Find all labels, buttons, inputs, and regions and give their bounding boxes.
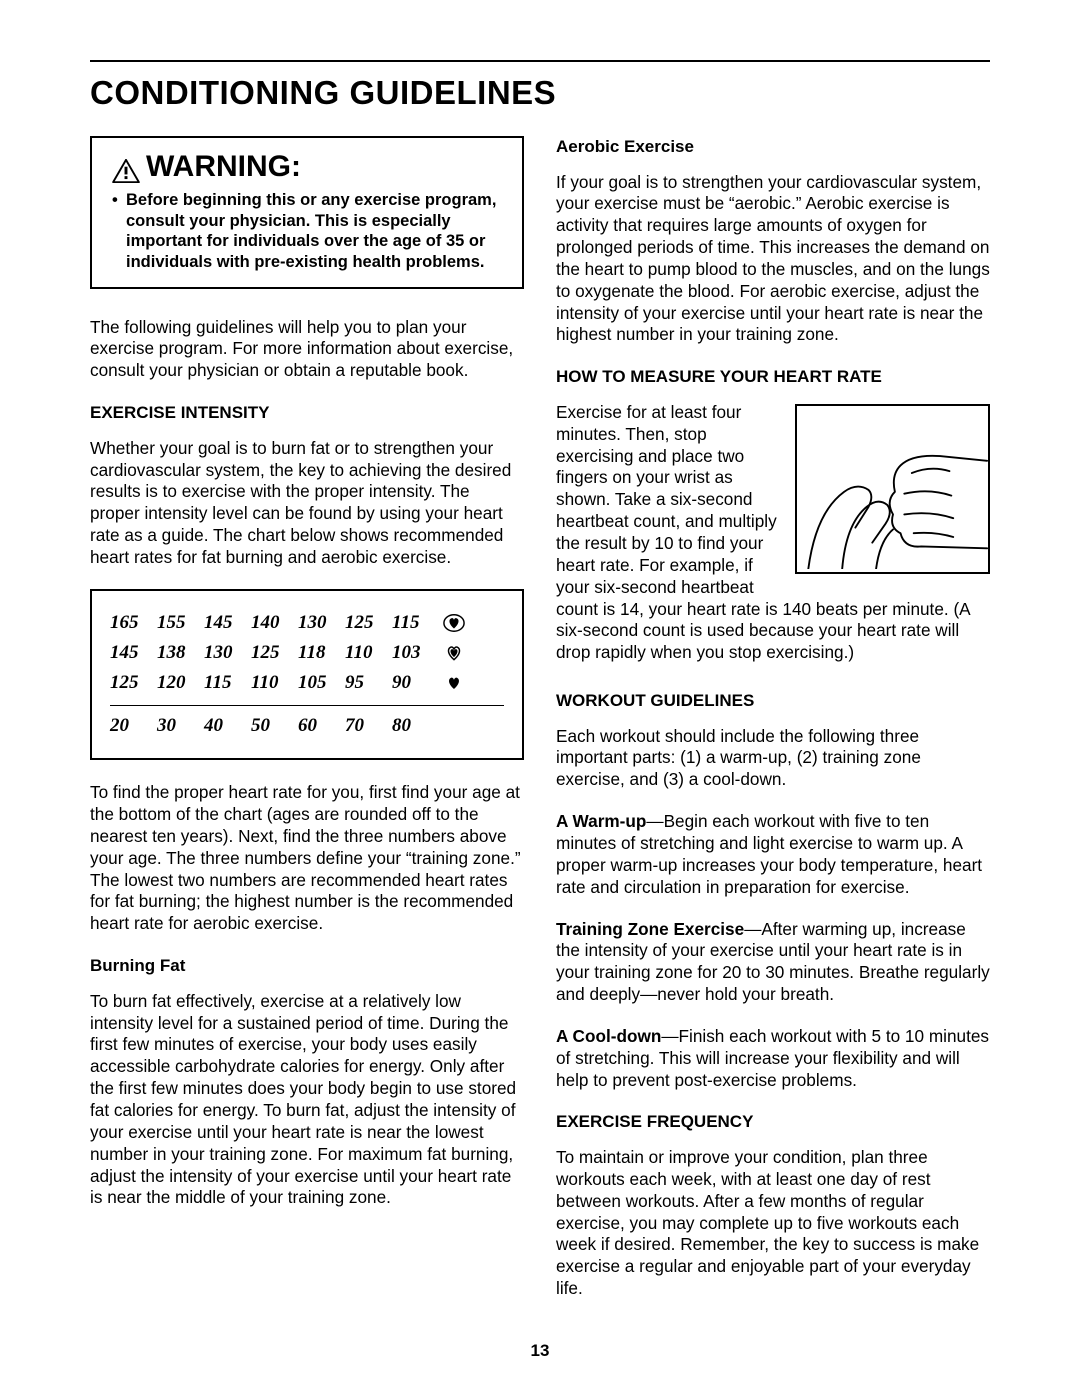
- warning-box: WARNING: Before beginning this or any ex…: [90, 136, 524, 289]
- warmup-label: A Warm-up: [556, 811, 646, 831]
- page: CONDITIONING GUIDELINES WARNING: Before: [0, 0, 1080, 1360]
- heart-target-icon: [439, 612, 469, 634]
- chart-row-max-fat: 145 138 130 125 118 110 103: [110, 641, 504, 665]
- chart-row-ages: 20 30 40 50 60 70 80: [110, 705, 504, 738]
- cooldown-paragraph: A Cool-down—Finish each workout with 5 t…: [556, 1026, 990, 1092]
- measure-heading: HOW TO MEASURE YOUR HEART RATE: [556, 366, 990, 388]
- workout-intro: Each workout should include the followin…: [556, 726, 990, 792]
- two-column-layout: WARNING: Before beginning this or any ex…: [90, 136, 990, 1320]
- intro-paragraph: The following guidelines will help you t…: [90, 317, 524, 383]
- page-number: 13: [0, 1341, 1080, 1361]
- workout-heading: WORKOUT GUIDELINES: [556, 690, 990, 712]
- warmup-paragraph: A Warm-up—Begin each workout with five t…: [556, 811, 990, 898]
- frequency-body: To maintain or improve your condition, p…: [556, 1147, 990, 1300]
- training-paragraph: Training Zone Exercise—After warming up,…: [556, 919, 990, 1006]
- heart-solid-icon: [439, 674, 469, 692]
- warning-bullet: Before beginning this or any exercise pr…: [126, 190, 508, 273]
- alert-triangle-icon: [112, 155, 140, 179]
- heart-rate-chart: 165 155 145 140 130 125 115 145 138 130 …: [90, 589, 524, 761]
- warning-bullet-list: Before beginning this or any exercise pr…: [106, 190, 508, 273]
- burning-fat-heading: Burning Fat: [90, 955, 524, 977]
- chart-explanation: To find the proper heart rate for you, f…: [90, 782, 524, 935]
- left-column: WARNING: Before beginning this or any ex…: [90, 136, 524, 1320]
- aerobic-body: If your goal is to strengthen your cardi…: [556, 172, 990, 347]
- right-column: Aerobic Exercise If your goal is to stre…: [556, 136, 990, 1320]
- top-rule: [90, 60, 990, 62]
- chart-row-aerobic: 165 155 145 140 130 125 115: [110, 611, 504, 635]
- exercise-intensity-body: Whether your goal is to burn fat or to s…: [90, 438, 524, 569]
- warning-label: WARNING:: [146, 148, 301, 186]
- frequency-heading: EXERCISE FREQUENCY: [556, 1111, 990, 1133]
- wrist-pulse-illustration: [795, 404, 990, 574]
- exercise-intensity-heading: EXERCISE INTENSITY: [90, 402, 524, 424]
- heart-outline-icon: [439, 643, 469, 663]
- burning-fat-body: To burn fat effectively, exercise at a r…: [90, 991, 524, 1209]
- cooldown-label: A Cool-down: [556, 1026, 661, 1046]
- aerobic-heading: Aerobic Exercise: [556, 136, 990, 158]
- page-title: CONDITIONING GUIDELINES: [90, 74, 990, 112]
- training-label: Training Zone Exercise: [556, 919, 744, 939]
- chart-row-fat: 125 120 115 110 105 95 90: [110, 671, 504, 695]
- warning-heading: WARNING:: [112, 148, 508, 186]
